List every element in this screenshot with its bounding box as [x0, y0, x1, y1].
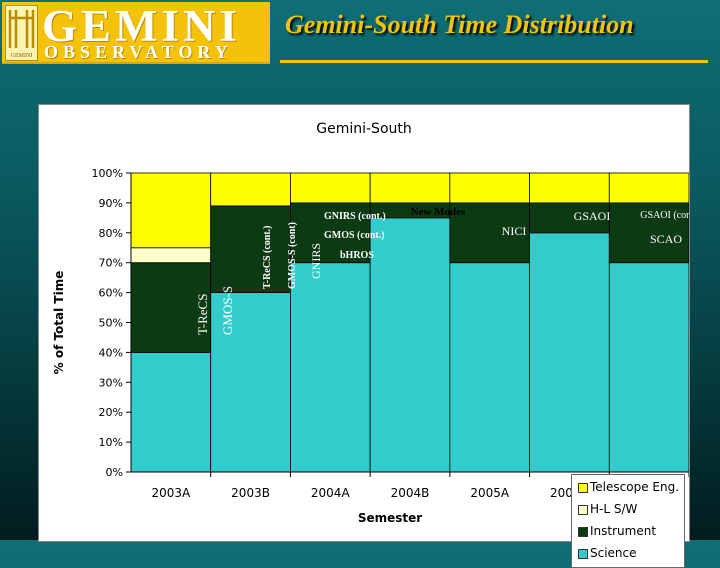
- legend-swatch: [578, 505, 588, 515]
- x-axis-label: Semester: [358, 511, 422, 525]
- x-tick-label: 2003A: [151, 486, 191, 500]
- chart-legend: Telescope Eng. H-L S/W Instrument Science: [571, 474, 685, 568]
- legend-label: Telescope Eng.: [590, 480, 680, 494]
- bar-segment-telescope-eng-: [529, 172, 610, 204]
- annotation-label: T-ReCS: [195, 294, 210, 335]
- bar-segment-science: [369, 217, 451, 473]
- y-tick-label: 0%: [106, 466, 123, 479]
- bar-segment-science: [130, 351, 212, 473]
- y-tick-label: 70%: [99, 257, 123, 270]
- y-axis-label: % of Total Time: [52, 271, 66, 375]
- y-tick-label: 30%: [99, 376, 123, 389]
- legend-label: Instrument: [590, 524, 657, 538]
- annotation-label: GSAOI (cont.): [640, 210, 689, 221]
- bar-segment-telescope-eng-: [608, 172, 689, 204]
- annotation-label: GMOS (cont.): [324, 230, 385, 241]
- legend-swatch: [578, 549, 588, 559]
- bar-segment-science: [210, 292, 291, 473]
- slide-title: Gemini-South Time Distribution: [285, 10, 634, 39]
- bar-segment-science: [290, 262, 371, 473]
- x-tick-label: 2004A: [311, 486, 351, 500]
- bar-segment-h-l-s-w: [130, 247, 212, 264]
- y-tick-label: 40%: [99, 346, 123, 359]
- legend-label: Science: [590, 546, 637, 560]
- annotation-label: GMOS-S (cont): [287, 222, 298, 289]
- y-tick-label: 60%: [99, 287, 123, 300]
- y-tick-label: 50%: [99, 317, 123, 330]
- bar-segment-instrument: [130, 262, 212, 353]
- bar-segment-instrument: [210, 205, 291, 293]
- annotation-label: GMOS-S: [220, 286, 235, 335]
- bar-segment-telescope-eng-: [290, 172, 371, 204]
- annotation-label: NICI: [502, 224, 527, 238]
- stacked-bar-chart: Gemini-South 0% 10% 20% 30% 40% 50% 60% 70% 80% 90…: [52, 121, 689, 525]
- chart-panel: Gemini-South 0% 10% 20% 30% 40% 50% 60% 70% 80% 90…: [38, 104, 690, 568]
- x-tick-label: 2005A: [470, 486, 510, 500]
- bar-segment-instrument: [290, 202, 371, 264]
- annotation-label: GNIRS (cont.): [324, 211, 386, 222]
- title-underline: [280, 60, 708, 63]
- bar-segment-science: [449, 262, 530, 473]
- annotation-label: T-ReCS (cont.): [262, 225, 273, 289]
- bar-segment-telescope-eng-: [369, 172, 451, 204]
- y-tick-label: 10%: [99, 436, 123, 449]
- chart-title: Gemini-South: [316, 121, 412, 137]
- y-tick-label: 20%: [99, 406, 123, 419]
- x-tick-label: 2003B: [231, 486, 270, 500]
- legend-swatch: [578, 483, 588, 493]
- annotation-label: bHROS: [340, 250, 374, 261]
- annotation-label: GNIRS: [309, 243, 323, 279]
- x-tick-label: 2004B: [391, 486, 430, 500]
- annotation-label: New Modes: [411, 206, 466, 218]
- y-tick-label: 100%: [92, 167, 123, 180]
- bar-segment-telescope-eng-: [130, 172, 212, 249]
- legend-label: H-L S/W: [590, 502, 638, 516]
- gemini-logo: GEMINI GEMINI OBSERVATORY: [2, 1, 270, 64]
- gemini-emblem-icon: GEMINI: [5, 5, 38, 61]
- bar-segment-instrument: [608, 202, 689, 264]
- annotation-label: SCAO: [650, 232, 682, 246]
- y-tick-label: 80%: [99, 227, 123, 240]
- bar-segment-instrument: [449, 202, 530, 264]
- logo-wordmark: GEMINI: [42, 1, 242, 51]
- annotation-label: GSAOI: [574, 209, 611, 223]
- logo-mini-text: GEMINI: [10, 53, 33, 59]
- y-tick-label: 90%: [99, 197, 123, 210]
- bar-segment-science: [608, 262, 689, 473]
- logo-subtitle: OBSERVATORY: [44, 42, 233, 62]
- bar-segment-science: [529, 232, 610, 473]
- bar-segment-telescope-eng-: [449, 172, 530, 204]
- bar-segment-telescope-eng-: [210, 172, 291, 207]
- legend-swatch: [578, 527, 588, 537]
